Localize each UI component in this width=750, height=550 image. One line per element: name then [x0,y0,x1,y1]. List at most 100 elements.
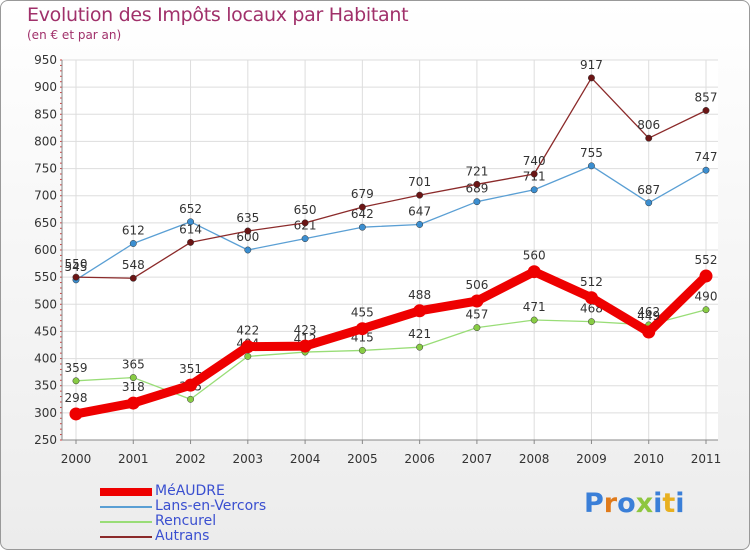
data-point [72,377,80,385]
data-point [298,339,312,353]
data-label: 365 [122,358,145,372]
data-label: 298 [65,391,88,405]
y-tick-label: 600 [34,243,57,257]
data-point [642,325,656,339]
x-tick-label: 2004 [290,452,321,466]
legend-swatch [100,536,152,538]
y-tick-label: 700 [34,189,57,203]
y-tick-label: 500 [34,297,57,311]
data-point [129,240,137,247]
data-label: 548 [122,258,145,272]
x-tick-label: 2006 [404,452,435,466]
chart-title: Evolution des Impôts locaux par Habitant [27,4,409,26]
y-tick-label: 950 [34,53,57,67]
data-point [527,265,541,279]
data-point [416,191,424,199]
logo-letter: t [662,488,676,519]
data-label: 635 [236,211,259,225]
data-label: 545 [65,260,88,274]
x-tick-label: 2009 [576,452,607,466]
legend-swatch [100,488,152,496]
data-label: 857 [695,90,718,104]
data-label: 471 [523,300,546,314]
data-point [69,407,83,421]
y-tick-label: 450 [34,324,57,338]
x-tick-label: 2008 [519,452,550,466]
y-tick-label: 900 [34,80,57,94]
data-label: 351 [179,362,202,376]
data-point [126,396,140,410]
data-point [645,199,653,207]
x-tick-label: 2002 [175,452,206,466]
data-label: 647 [408,204,431,218]
data-label: 552 [695,253,718,267]
data-point [588,318,595,326]
x-tick-label: 2003 [233,452,264,466]
data-point [129,274,137,282]
data-point [241,340,255,354]
data-label: 422 [236,324,259,338]
x-tick-label: 2000 [61,452,92,466]
logo-letter: o [617,488,636,519]
logo-letter: P [584,488,604,519]
legend-swatch [100,521,152,523]
data-point [358,346,366,354]
chart-subtitle: (en € et par an) [27,28,122,42]
data-point [184,378,198,392]
data-point [187,238,194,246]
data-point [413,304,427,318]
legend-swatch [100,506,152,508]
data-label: 687 [637,183,660,197]
data-point [473,198,481,206]
data-label: 600 [236,230,259,244]
data-label: 612 [122,223,145,237]
data-point [473,324,481,332]
data-point [187,218,194,226]
data-label: 650 [294,203,317,217]
data-label: 806 [637,118,660,132]
data-label: 457 [465,308,488,322]
x-tick-label: 2011 [691,452,722,466]
data-point [244,246,252,254]
data-label: 488 [408,288,431,302]
data-label: 512 [580,275,603,289]
legend-label: MéAUDRE [155,483,225,499]
data-label: 550 [65,257,88,271]
x-tick-label: 2007 [462,452,493,466]
data-label: 642 [351,207,374,221]
data-point [702,107,710,114]
x-tick-label: 2005 [347,452,378,466]
data-label: 455 [351,306,374,320]
data-label: 755 [580,146,603,160]
data-point [416,343,424,351]
data-label: 359 [65,361,88,375]
data-label: 747 [695,150,718,164]
data-point [702,166,710,174]
data-label: 421 [408,327,431,341]
legend-label: Rencurel [155,513,217,529]
data-point [699,269,713,283]
series-line-3 [75,77,707,279]
x-tick-label: 2001 [118,452,149,466]
data-label: 449 [637,309,660,323]
data-label: 560 [523,249,546,263]
series-line-0 [71,267,711,419]
logo-letter: x [635,488,654,519]
data-point [645,134,653,142]
data-label: 679 [351,187,374,201]
data-point [358,223,366,231]
data-point [301,219,309,227]
data-point [244,227,252,235]
data-point [588,162,595,170]
logo-letter: r [603,488,618,519]
data-label: 740 [523,154,546,168]
data-point [588,74,595,82]
data-label: 701 [408,175,431,189]
proxiti-logo: Proxiti [584,488,685,519]
data-point [702,306,710,314]
legend-label: Lans-en-Vercors [155,498,267,514]
data-label: 721 [465,164,488,178]
y-tick-label: 550 [34,270,57,284]
data-point [358,203,366,211]
logo-letter: i [653,488,663,519]
